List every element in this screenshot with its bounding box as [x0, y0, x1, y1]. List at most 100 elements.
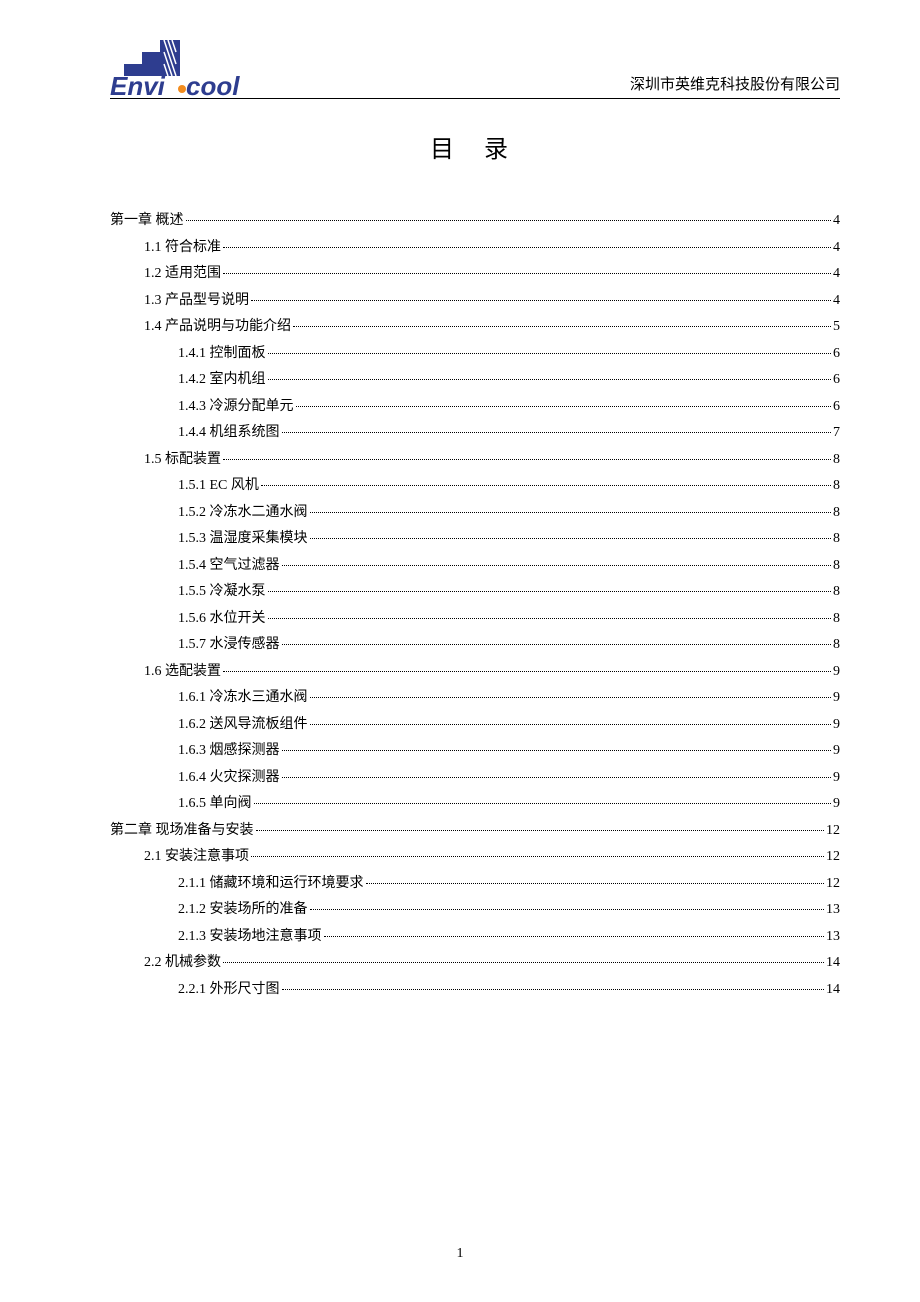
toc-entry-page: 9 — [833, 744, 840, 758]
toc-entry-label: 1.6.2 送风导流板组件 — [178, 718, 308, 732]
toc-entry-page: 6 — [833, 400, 840, 414]
toc-entry-label: 1.5.1 EC 风机 — [178, 479, 259, 493]
toc-entry: 1.4.2 室内机组 6 — [178, 373, 840, 387]
toc-entry-page: 13 — [826, 930, 840, 944]
svg-text:cool: cool — [186, 71, 240, 98]
toc-entry-page: 5 — [833, 320, 840, 334]
toc-entry-page: 8 — [833, 453, 840, 467]
toc-entry: 2.1.1 储藏环境和运行环境要求 12 — [178, 877, 840, 891]
toc-leader-dots — [251, 300, 831, 301]
toc-entry: 1.5.2 冷冻水二通水阀 8 — [178, 506, 840, 520]
toc-entry: 2.2 机械参数 14 — [144, 956, 840, 970]
toc-leader-dots — [223, 962, 824, 963]
toc-entry: 1.5.6 水位开关 8 — [178, 612, 840, 626]
toc-entry: 2.2.1 外形尺寸图 14 — [178, 983, 840, 997]
toc-leader-dots — [310, 697, 832, 698]
toc-entry: 1.6 选配装置9 — [144, 665, 840, 679]
toc-entry-page: 12 — [826, 824, 840, 838]
toc-entry-label: 2.2.1 外形尺寸图 — [178, 983, 280, 997]
toc-entry-label: 1.5.2 冷冻水二通水阀 — [178, 506, 308, 520]
toc-entry: 1.4 产品说明与功能介绍 5 — [144, 320, 840, 334]
toc-entry-label: 2.1.2 安装场所的准备 — [178, 903, 308, 917]
toc-entry: 1.6.4 火灾探测器 9 — [178, 771, 840, 785]
toc-entry-label: 2.1 安装注意事项 — [144, 850, 249, 864]
toc-entry-label: 第一章 概述 — [110, 214, 184, 228]
toc-entry-page: 12 — [826, 850, 840, 864]
toc-entry: 1.5.5 冷凝水泵8 — [178, 585, 840, 599]
toc-leader-dots — [268, 353, 832, 354]
toc-entry-page: 4 — [833, 214, 840, 228]
toc-leader-dots — [310, 512, 832, 513]
toc-entry-page: 4 — [833, 267, 840, 281]
page-header: Envi cool 深圳市英维克科技股份有限公司 — [110, 40, 840, 99]
toc-leader-dots — [223, 459, 831, 460]
toc-leader-dots — [223, 273, 831, 274]
toc-entry: 1.5 标配装置 8 — [144, 453, 840, 467]
toc-entry-page: 4 — [833, 294, 840, 308]
toc-entry-page: 6 — [833, 347, 840, 361]
toc-entry-page: 13 — [826, 903, 840, 917]
toc-leader-dots — [282, 565, 832, 566]
toc-leader-dots — [223, 671, 831, 672]
toc-leader-dots — [268, 379, 832, 380]
toc-leader-dots — [324, 936, 825, 937]
toc-entry-label: 1.6.5 单向阀 — [178, 797, 252, 811]
toc-entry-page: 14 — [826, 956, 840, 970]
toc-entry-label: 第二章 现场准备与安装 — [110, 824, 254, 838]
toc-leader-dots — [296, 406, 832, 407]
toc-entry-label: 2.2 机械参数 — [144, 956, 221, 970]
toc-entry-label: 1.6.4 火灾探测器 — [178, 771, 280, 785]
toc-entry-label: 1.4 产品说明与功能介绍 — [144, 320, 291, 334]
toc-entry-label: 2.1.1 储藏环境和运行环境要求 — [178, 877, 364, 891]
toc-entry-page: 4 — [833, 241, 840, 255]
toc-entry-page: 8 — [833, 612, 840, 626]
toc-entry-label: 1.5.3 温湿度采集模块 — [178, 532, 308, 546]
toc-entry: 1.6.5 单向阀 9 — [178, 797, 840, 811]
toc-entry-page: 14 — [826, 983, 840, 997]
toc-entry: 1.5.1 EC 风机8 — [178, 479, 840, 493]
toc-entry: 1.4.1 控制面板6 — [178, 347, 840, 361]
page-footer: 1 — [0, 1246, 920, 1262]
toc-entry: 2.1.3 安装场地注意事项 13 — [178, 930, 840, 944]
toc-leader-dots — [282, 644, 832, 645]
page-number: 1 — [457, 1246, 464, 1261]
toc-leader-dots — [310, 538, 832, 539]
toc-entry: 1.2 适用范围4 — [144, 267, 840, 281]
toc-entry-page: 9 — [833, 718, 840, 732]
toc-leader-dots — [282, 432, 832, 433]
toc-entry-page: 8 — [833, 559, 840, 573]
toc-leader-dots — [310, 909, 825, 910]
toc-entry-page: 7 — [833, 426, 840, 440]
envicool-logo: Envi cool — [110, 40, 250, 98]
toc-leader-dots — [310, 724, 832, 725]
toc-leader-dots — [282, 777, 832, 778]
toc-entry: 1.5.4 空气过滤器8 — [178, 559, 840, 573]
toc-entry-label: 2.1.3 安装场地注意事项 — [178, 930, 322, 944]
toc-entry-label: 1.6.3 烟感探测器 — [178, 744, 280, 758]
company-name: 深圳市英维克科技股份有限公司 — [630, 73, 840, 98]
toc-leader-dots — [223, 247, 831, 248]
toc-entry-label: 1.4.3 冷源分配单元 — [178, 400, 294, 414]
toc-entry: 1.5.7 水浸传感器8 — [178, 638, 840, 652]
toc-leader-dots — [268, 591, 832, 592]
toc-leader-dots — [261, 485, 831, 486]
page-container: Envi cool 深圳市英维克科技股份有限公司 目 录 第一章 概述41.1 … — [0, 0, 920, 1302]
toc-entry-label: 1.1 符合标准 — [144, 241, 221, 255]
toc-entry-label: 1.5.6 水位开关 — [178, 612, 266, 626]
toc-entry: 1.6.2 送风导流板组件 9 — [178, 718, 840, 732]
toc-entry-page: 9 — [833, 797, 840, 811]
toc-entry-label: 1.5.5 冷凝水泵 — [178, 585, 266, 599]
toc-entry-label: 1.5 标配装置 — [144, 453, 221, 467]
toc-leader-dots — [282, 750, 832, 751]
toc-entry: 2.1.2 安装场所的准备 13 — [178, 903, 840, 917]
toc-entry: 1.4.3 冷源分配单元 6 — [178, 400, 840, 414]
toc-entry-page: 6 — [833, 373, 840, 387]
toc-entry-page: 12 — [826, 877, 840, 891]
toc-leader-dots — [256, 830, 825, 831]
toc-entry-label: 1.3 产品型号说明 — [144, 294, 249, 308]
toc-entry-page: 9 — [833, 771, 840, 785]
toc-entry-page: 8 — [833, 638, 840, 652]
toc-entry-label: 1.4.2 室内机组 — [178, 373, 266, 387]
toc-entry: 1.5.3 温湿度采集模块 8 — [178, 532, 840, 546]
toc-leader-dots — [293, 326, 831, 327]
